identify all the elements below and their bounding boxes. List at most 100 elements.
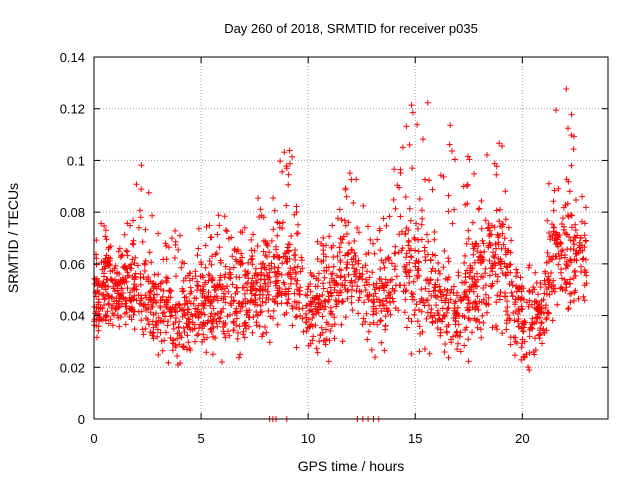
data-point — [204, 334, 210, 341]
data-point — [579, 193, 586, 200]
data-point — [445, 208, 452, 215]
data-point — [144, 316, 151, 323]
data-point — [299, 315, 306, 322]
data-point — [452, 298, 459, 305]
data-point — [526, 367, 533, 374]
data-point — [285, 288, 292, 295]
data-point — [336, 206, 343, 213]
data-point — [485, 301, 492, 308]
data-point — [355, 310, 362, 317]
data-point — [408, 318, 415, 325]
data-point — [189, 319, 196, 326]
data-point — [581, 232, 588, 239]
data-point — [222, 227, 229, 234]
data-point — [201, 311, 208, 318]
data-point — [397, 170, 404, 176]
data-point — [155, 271, 162, 278]
data-point — [465, 358, 472, 365]
data-point — [553, 107, 559, 114]
data-point — [567, 212, 574, 218]
data-point — [426, 177, 433, 184]
data-point — [334, 215, 341, 222]
data-point — [579, 256, 586, 263]
data-point — [150, 335, 157, 342]
data-point — [113, 270, 120, 277]
data-point — [101, 296, 108, 303]
data-point — [493, 207, 500, 214]
data-point — [568, 290, 575, 297]
data-point — [259, 333, 265, 340]
data-point — [208, 261, 215, 268]
data-point — [581, 282, 588, 289]
data-point — [493, 322, 499, 329]
data-point — [352, 279, 358, 285]
data-point — [199, 338, 206, 345]
data-point — [212, 335, 219, 341]
data-point — [225, 328, 231, 335]
data-point — [274, 219, 281, 225]
data-point — [383, 298, 390, 305]
plot-frame — [93, 56, 609, 420]
data-point — [377, 247, 384, 254]
data-point — [567, 237, 574, 244]
data-point — [526, 287, 533, 294]
data-point — [544, 277, 551, 284]
data-point — [497, 206, 503, 213]
data-point — [381, 347, 388, 354]
data-point — [217, 257, 224, 264]
data-point — [551, 288, 558, 295]
data-point — [258, 212, 265, 219]
data-point — [582, 238, 589, 245]
data-point — [166, 244, 172, 251]
data-point — [362, 262, 369, 269]
data-point — [265, 291, 272, 298]
data-point — [283, 291, 290, 298]
data-point — [99, 291, 106, 298]
data-point — [346, 170, 353, 177]
data-point — [344, 250, 351, 257]
data-point — [123, 247, 130, 254]
data-point — [474, 248, 481, 254]
data-point — [243, 311, 250, 318]
data-point — [558, 221, 565, 227]
data-point — [563, 281, 570, 288]
data-point — [498, 258, 505, 265]
data-point — [402, 296, 409, 303]
data-points — [91, 86, 590, 422]
data-point — [368, 297, 375, 304]
data-point — [270, 307, 277, 314]
data-point — [148, 303, 155, 310]
data-point — [382, 326, 389, 333]
data-point — [346, 240, 352, 247]
data-point — [195, 225, 202, 232]
data-point — [268, 265, 275, 272]
data-point — [170, 337, 177, 344]
data-point — [429, 186, 436, 193]
data-point — [294, 230, 301, 237]
data-point — [366, 274, 373, 281]
data-point — [315, 277, 322, 284]
data-point — [539, 340, 545, 347]
data-point — [169, 347, 176, 354]
data-point — [221, 330, 228, 337]
data-point — [451, 206, 458, 213]
data-point — [363, 310, 370, 317]
data-point — [550, 198, 557, 205]
data-point — [116, 245, 123, 252]
data-point — [572, 250, 579, 257]
data-point — [237, 260, 244, 267]
data-point — [549, 317, 556, 324]
data-point — [307, 340, 314, 347]
data-point — [221, 213, 228, 220]
data-point — [447, 122, 454, 129]
data-point — [483, 300, 489, 307]
data-point — [133, 181, 140, 188]
data-point — [208, 329, 215, 335]
data-point — [267, 313, 274, 320]
data-point — [315, 309, 322, 316]
data-point — [175, 301, 182, 308]
data-point — [532, 269, 539, 276]
data-point — [425, 238, 432, 245]
data-point — [326, 279, 333, 286]
data-point — [465, 153, 471, 160]
